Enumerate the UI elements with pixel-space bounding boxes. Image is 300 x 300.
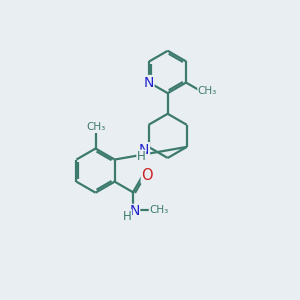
Text: N: N (139, 143, 149, 157)
Text: N: N (143, 76, 154, 90)
Text: CH₃: CH₃ (149, 205, 169, 215)
Text: CH₃: CH₃ (86, 122, 105, 132)
Text: N: N (129, 204, 140, 218)
Text: CH₃: CH₃ (198, 86, 217, 96)
Text: H: H (123, 210, 131, 223)
Text: O: O (141, 168, 153, 183)
Text: H: H (137, 150, 146, 163)
